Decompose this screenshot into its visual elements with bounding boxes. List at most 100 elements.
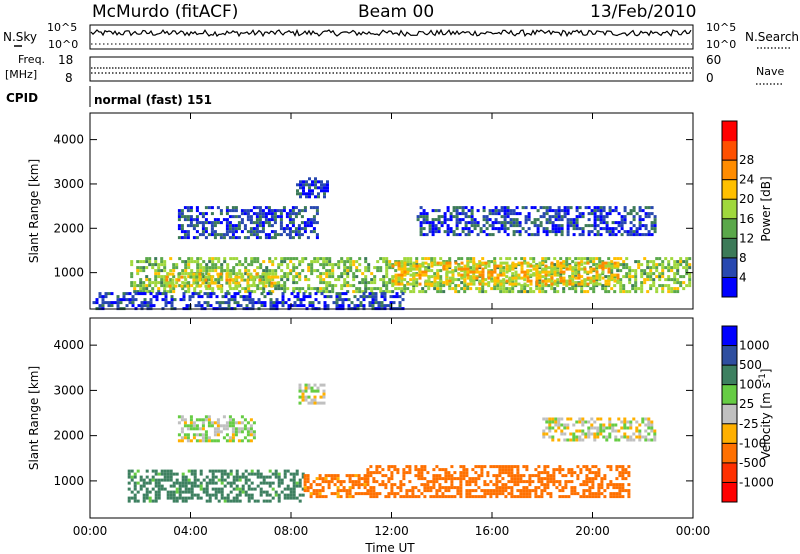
power-cell xyxy=(292,287,296,291)
velocity-cell xyxy=(420,471,424,475)
power-cell xyxy=(346,272,350,276)
power-cell xyxy=(616,264,620,268)
power-cell xyxy=(143,298,147,302)
velocity-cell xyxy=(201,436,205,440)
power-cell xyxy=(446,218,450,222)
velocity-cell xyxy=(306,474,310,478)
velocity-cell xyxy=(566,438,570,442)
velocity-cell xyxy=(231,418,235,422)
velocity-cell xyxy=(528,480,532,484)
velocity-cell xyxy=(244,478,248,482)
power-cell xyxy=(343,269,347,273)
power-cell xyxy=(240,275,244,279)
power-cell xyxy=(616,273,620,277)
power-cell xyxy=(237,221,241,225)
power-cell xyxy=(177,209,181,213)
power-cell xyxy=(146,301,150,305)
power-cell xyxy=(679,275,683,279)
velocity-cell xyxy=(423,495,427,499)
power-cell xyxy=(388,260,392,264)
power-cell xyxy=(661,290,665,294)
power-cell xyxy=(574,284,578,288)
velocity-cell xyxy=(584,432,588,436)
velocity-cell xyxy=(519,495,523,499)
power-cell xyxy=(314,177,317,181)
power-cell xyxy=(427,266,431,270)
power-cell xyxy=(509,218,513,222)
power-cell xyxy=(385,272,389,276)
velocity-cell xyxy=(627,483,631,487)
power-cell xyxy=(187,257,191,261)
power-cell xyxy=(424,279,428,283)
power-cell xyxy=(237,275,241,279)
velocity-cell xyxy=(545,420,549,424)
power-cell xyxy=(310,272,314,276)
power-cell xyxy=(110,304,114,308)
power-cell xyxy=(154,278,158,282)
velocity-cell xyxy=(420,492,424,496)
velocity-cell xyxy=(578,435,582,439)
velocity-cell xyxy=(585,480,589,484)
power-cell xyxy=(499,264,503,268)
power-cell xyxy=(361,290,365,294)
power-cell xyxy=(323,304,327,308)
velocity-cell xyxy=(157,472,161,476)
velocity-cell xyxy=(336,474,340,478)
velocity-cell xyxy=(558,468,562,472)
power-cell xyxy=(502,269,506,273)
power-cell xyxy=(306,221,310,225)
power-cell xyxy=(545,230,549,234)
velocity-cell xyxy=(160,487,164,491)
power-cell xyxy=(204,278,208,282)
power-cell xyxy=(433,257,437,261)
power-cell xyxy=(130,263,134,267)
power-cell xyxy=(583,290,587,294)
velocity-cell xyxy=(528,474,532,478)
velocity-cell xyxy=(597,492,601,496)
velocity-cell xyxy=(369,471,373,475)
velocity-cell xyxy=(289,496,293,500)
power-cell xyxy=(157,263,161,267)
velocity-cell xyxy=(298,395,302,399)
power-cell xyxy=(514,276,518,280)
power-cell xyxy=(286,272,290,276)
velocity-cell xyxy=(560,417,564,421)
power-cell xyxy=(201,224,205,228)
power-cell xyxy=(331,275,335,279)
power-cell xyxy=(355,290,359,294)
power-cell xyxy=(370,290,374,294)
power-cell xyxy=(373,266,377,270)
power-cell xyxy=(258,221,262,225)
velocity-cell xyxy=(259,490,263,494)
power-cell xyxy=(430,264,434,268)
power-cell xyxy=(171,281,175,285)
power-cell xyxy=(478,261,482,265)
power-cell xyxy=(133,290,137,294)
velocity-cell xyxy=(459,492,463,496)
power-cell xyxy=(421,261,425,265)
power-cell xyxy=(204,227,208,231)
power-cell xyxy=(376,287,380,291)
power-cell xyxy=(352,275,356,279)
power-cell xyxy=(419,233,423,237)
power-cell xyxy=(260,292,264,296)
power-cell xyxy=(286,257,290,261)
power-cell xyxy=(511,287,515,291)
velocity-cell xyxy=(582,465,586,469)
power-cell xyxy=(461,230,465,234)
velocity-cell xyxy=(216,433,220,437)
power-cell xyxy=(187,263,191,267)
velocity-cell xyxy=(549,495,553,499)
velocity-cell xyxy=(597,474,601,478)
velocity-cell xyxy=(609,465,613,469)
power-cell xyxy=(436,269,440,273)
power-cell xyxy=(523,278,527,282)
power-cell xyxy=(538,270,542,274)
velocity-cell xyxy=(298,401,302,405)
power-cell xyxy=(478,287,482,291)
velocity-cell xyxy=(390,483,394,487)
power-cell xyxy=(262,278,266,282)
power-cell xyxy=(520,261,524,265)
power-cell xyxy=(201,230,205,234)
power-cell xyxy=(632,215,636,219)
